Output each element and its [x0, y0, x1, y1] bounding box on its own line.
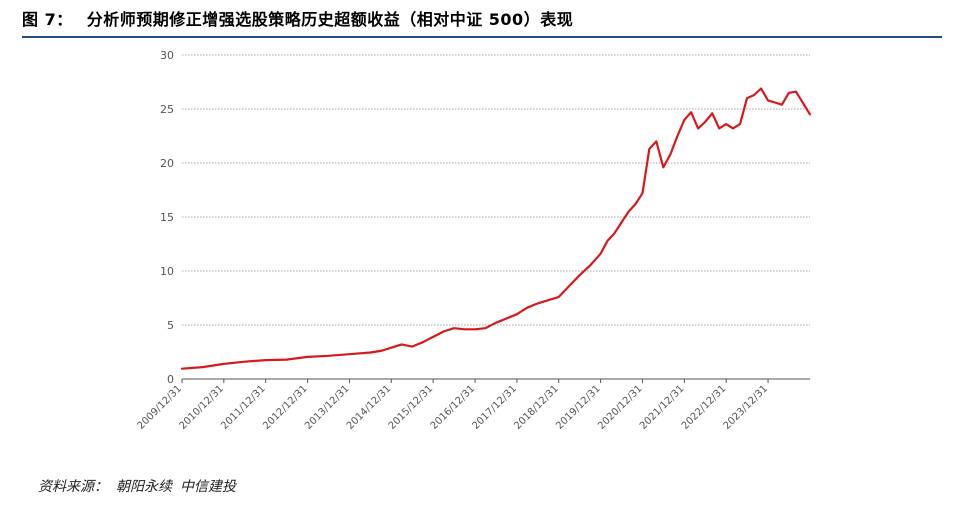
- y-axis-ticks: 0 5 10 15 20 25 30: [160, 49, 174, 386]
- line-chart: 0 5 10 15 20 25 30 2009/12/312010/12/312011/12…: [136, 49, 812, 432]
- y-tick-label: 0: [167, 373, 174, 386]
- title-rule: [22, 36, 942, 38]
- grid-layer: [182, 54, 810, 380]
- source-note: 资料来源： 朝阳永续 中信建投: [38, 476, 236, 496]
- figure-number: 图 7：: [22, 10, 73, 29]
- figure-title-text: 分析师预期修正增强选股策略历史超额收益（相对中证 500）表现: [86, 10, 574, 29]
- y-tick-label: 5: [167, 319, 174, 332]
- figure-title: 图 7： 分析师预期修正增强选股策略历史超额收益（相对中证 500）表现: [22, 6, 573, 34]
- y-tick-label: 20: [160, 157, 174, 170]
- y-tick-label: 10: [160, 265, 174, 278]
- series-layer: [180, 87, 812, 370]
- series-line: [180, 87, 812, 370]
- source-label: 资料来源：: [38, 479, 108, 495]
- y-tick-label: 30: [160, 49, 174, 62]
- source-org: 中信建投: [180, 479, 236, 495]
- source-text: 朝阳永续: [116, 479, 172, 495]
- y-tick-label: 25: [160, 103, 174, 116]
- x-axis-ticks: 2009/12/312010/12/312011/12/312012/12/31…: [136, 379, 771, 432]
- y-tick-label: 15: [160, 211, 174, 224]
- x-tick-label: 2023/12/31: [722, 383, 771, 432]
